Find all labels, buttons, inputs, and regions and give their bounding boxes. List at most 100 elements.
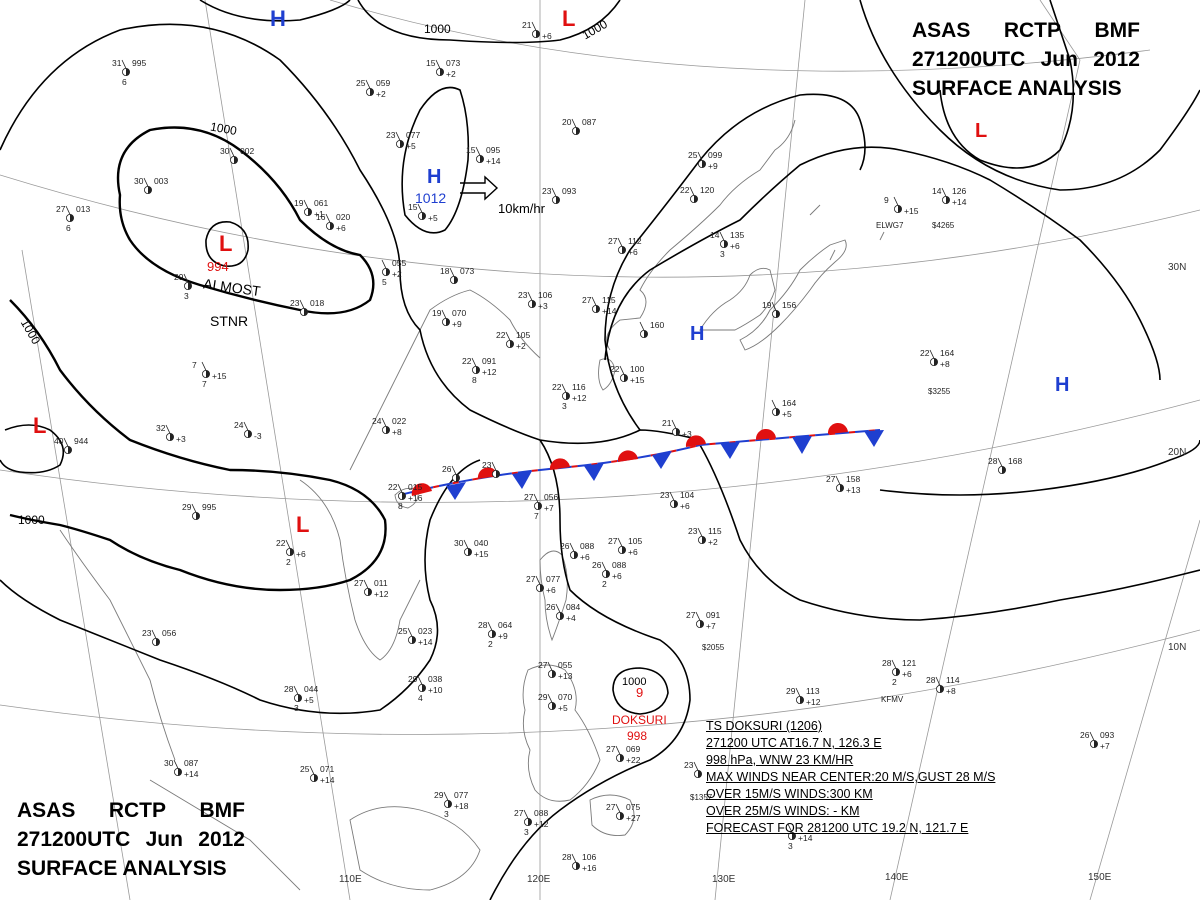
station-temp: 28 bbox=[478, 620, 488, 630]
station-plot: 15 095+14 bbox=[466, 145, 501, 166]
station-pressure: 077 bbox=[406, 130, 420, 140]
station-tendency: -3 bbox=[254, 431, 262, 441]
station-pressure: 105 bbox=[516, 330, 530, 340]
header-office: BMF bbox=[199, 799, 246, 822]
station-cloud-fill bbox=[800, 696, 804, 704]
storm-info-line: FORECAST FOR 281200 UTC 19.2 N, 121.7 E bbox=[706, 821, 969, 835]
station-tendency: +14 bbox=[798, 833, 813, 843]
station-tendency: +6 bbox=[546, 585, 556, 595]
station-pressure: 084 bbox=[566, 602, 580, 612]
front-line-red bbox=[399, 429, 881, 496]
station-plot: 29 038+10 4 bbox=[408, 674, 443, 703]
station-weather: 8 bbox=[398, 501, 403, 511]
station-temp: 21 bbox=[662, 418, 672, 428]
station-temp: 22 bbox=[920, 348, 930, 358]
wind-barb bbox=[615, 745, 621, 755]
storm-info-line: TS DOKSURI (1206) bbox=[706, 719, 823, 733]
station-plot: 23 093 bbox=[542, 186, 576, 204]
station-cloud-fill bbox=[897, 205, 902, 213]
station-cloud-fill bbox=[556, 196, 560, 204]
station-plot: 27 056+7 7 bbox=[524, 492, 558, 521]
station-pressure: 073 bbox=[446, 58, 460, 68]
station-pressure: 002 bbox=[240, 146, 254, 156]
wind-barb bbox=[285, 539, 291, 549]
wind-barb bbox=[435, 59, 441, 69]
header-office: BMF bbox=[1094, 19, 1141, 42]
station-cloud-fill bbox=[440, 68, 444, 76]
station-cloud-fill bbox=[934, 358, 938, 366]
station-plot: 23 018 bbox=[290, 298, 324, 316]
station-temp: 25 bbox=[356, 78, 366, 88]
station-weather: 6 bbox=[122, 77, 127, 87]
station-cloud-fill bbox=[896, 668, 900, 676]
wind-barb bbox=[407, 627, 413, 637]
speed-label: 10km/hr bbox=[498, 201, 546, 216]
station-cloud-fill bbox=[308, 208, 312, 216]
station-pressure: 121 bbox=[902, 658, 916, 668]
station-pressure: 071 bbox=[320, 764, 334, 774]
station-temp: 26 bbox=[592, 560, 602, 570]
station-temp: 23 bbox=[688, 526, 698, 536]
lon-label-120e: 120E bbox=[527, 874, 551, 885]
meridian-150e bbox=[1089, 519, 1200, 900]
isobar-northeast-outer bbox=[859, 0, 1200, 191]
wind-barb bbox=[441, 309, 447, 319]
header-datetime: 271200UTC bbox=[17, 828, 131, 851]
station-pressure: 995 bbox=[132, 58, 146, 68]
isobar-high-east-lower bbox=[699, 444, 1200, 621]
coast-mindanao bbox=[589, 794, 635, 836]
station-plot: 19 061+1 bbox=[294, 198, 328, 219]
station-plot: 27 112+6 bbox=[608, 236, 642, 257]
storm-info-line: OVER 15M/S WINDS:300 KM bbox=[706, 787, 873, 801]
meridian-140e bbox=[889, 59, 1081, 900]
station-cloud-fill bbox=[304, 308, 308, 316]
coast-asia-east bbox=[606, 119, 796, 351]
station-pressure: 126 bbox=[952, 186, 966, 196]
station-plot: 26 bbox=[442, 464, 460, 482]
header-datetime: 271200UTC bbox=[912, 48, 1026, 71]
station-temp: 27 bbox=[606, 744, 616, 754]
station-plot: 16 020+6 bbox=[316, 212, 350, 233]
isobar-label: 1000 bbox=[18, 317, 44, 347]
station-weather: 2 bbox=[892, 677, 897, 687]
station-tag: $3255 bbox=[928, 387, 951, 396]
storm-info-line: OVER 25M/S WINDS: - KM bbox=[706, 804, 860, 818]
station-plot: 22 100+15 bbox=[610, 364, 645, 385]
station-tendency: +27 bbox=[626, 813, 641, 823]
wind-barb bbox=[143, 177, 149, 187]
wind-barb bbox=[1089, 731, 1095, 741]
station-plot: 22 116+12 3 bbox=[552, 382, 587, 411]
station-cloud-fill bbox=[674, 500, 678, 508]
station-plot: 29 077+18 3 bbox=[434, 790, 469, 819]
station-temp: 23 bbox=[142, 628, 152, 638]
station-temp: 27 bbox=[608, 236, 618, 246]
station-cloud-fill bbox=[456, 474, 460, 482]
station-pressure: 061 bbox=[314, 198, 328, 208]
station-pressure: 056 bbox=[544, 492, 558, 502]
isobar-low-northeast bbox=[939, 0, 1075, 169]
station-tendency: +9 bbox=[498, 631, 508, 641]
wind-barb bbox=[619, 365, 625, 375]
station-tendency: +2 bbox=[376, 89, 386, 99]
isobar-northwest-loop bbox=[0, 23, 701, 445]
station-temp: 29 bbox=[408, 674, 418, 684]
station-pressure: 055 bbox=[392, 258, 406, 268]
station-pressure: 020 bbox=[336, 212, 350, 222]
station-temp: 26 bbox=[1080, 730, 1090, 740]
station-tendency: +14 bbox=[486, 156, 501, 166]
wind-barb bbox=[191, 503, 197, 513]
station-temp: 22 bbox=[388, 482, 398, 492]
station-pressure: 056 bbox=[162, 628, 176, 638]
header-year: 2012 bbox=[1093, 48, 1140, 71]
station-weather: 2 bbox=[286, 557, 291, 567]
station-pressure: 040 bbox=[474, 538, 488, 548]
station-cloud-fill bbox=[468, 548, 472, 556]
wind-barb bbox=[395, 131, 401, 141]
station-plot: 25 071+14 bbox=[300, 764, 335, 785]
station-temp: 28 bbox=[882, 658, 892, 668]
arrow-outline bbox=[460, 175, 499, 201]
isobar-label: 1000 bbox=[580, 17, 610, 43]
station-temp: 26 bbox=[560, 541, 570, 551]
station-cloud-fill bbox=[412, 636, 416, 644]
wind-barb bbox=[299, 299, 305, 309]
